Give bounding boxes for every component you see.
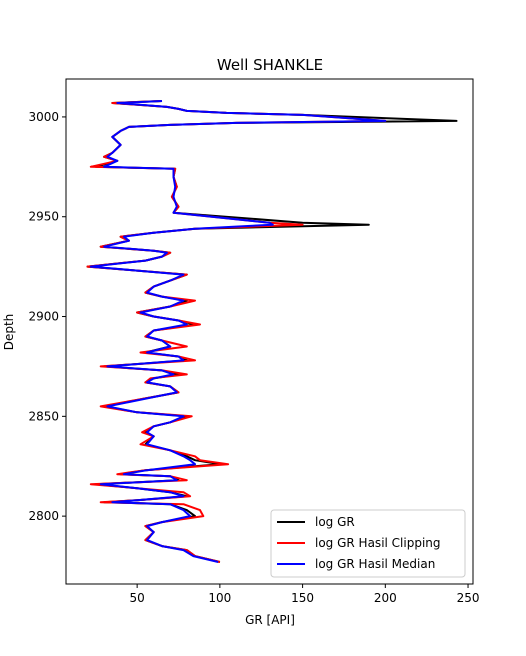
legend: log GR log GR Hasil Clipping log GR Hasil …: [270, 509, 466, 578]
series-layer: [86, 100, 458, 563]
legend-label-1: log GR: [315, 515, 355, 529]
x-tick-label: 200: [374, 591, 397, 605]
y-tick-label: 3000: [28, 110, 59, 124]
y-tick-label: 2900: [28, 310, 59, 324]
x-axis-ticks: 50 100 150 200 250: [130, 584, 480, 605]
series-line-2: [86, 100, 387, 563]
y-axis-ticks: 2800 2850 2900 2950 3000: [28, 110, 66, 523]
y-tick-label: 2950: [28, 210, 59, 224]
legend-box: [270, 509, 466, 578]
series-line-3: [89, 100, 387, 563]
x-tick-label: 50: [130, 591, 145, 605]
y-tick-label: 2850: [28, 409, 59, 423]
legend-items: log GR log GR Hasil Clipping log GR Hasil …: [277, 515, 441, 571]
y-tick-label: 2800: [28, 509, 59, 523]
y-axis-label: Depth: [2, 314, 16, 351]
legend-label-3: log GR Hasil Median: [315, 557, 435, 571]
x-tick-label: 100: [208, 591, 231, 605]
legend-label-2: log GR Hasil Clipping: [315, 536, 441, 550]
x-tick-label: 250: [457, 591, 480, 605]
x-axis-label: GR [API]: [245, 613, 295, 627]
series-line-1: [86, 100, 458, 563]
plot-frame: [65, 78, 474, 585]
chart-title: Well SHANKLE: [217, 56, 323, 74]
x-tick-label: 150: [291, 591, 314, 605]
